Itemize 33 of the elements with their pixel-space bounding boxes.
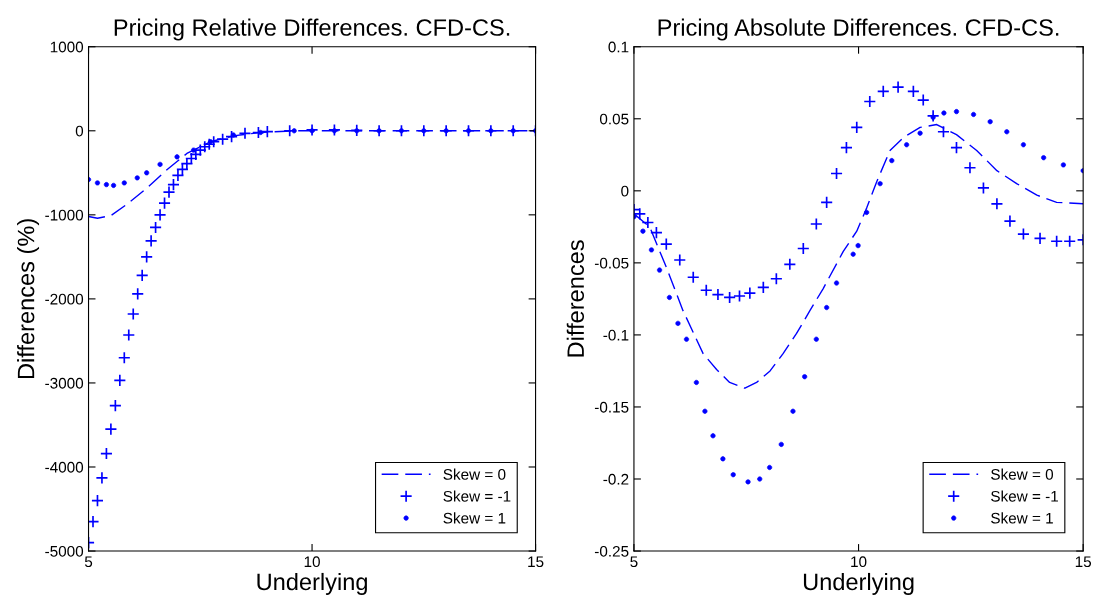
x-tick-label: 5 xyxy=(84,556,93,568)
y-tick-label: -0.2 xyxy=(603,473,629,485)
y-tick-label: -2000 xyxy=(45,293,84,305)
y-tick-label: 0 xyxy=(621,185,629,197)
y-tick-label: -0.25 xyxy=(594,545,629,557)
y-tick-label: 0.05 xyxy=(599,113,629,125)
legend-label: Skew = 1 xyxy=(991,512,1053,524)
legend-label: Skew = 0 xyxy=(443,468,506,480)
y-tick-label: -5000 xyxy=(45,545,84,557)
y-tick-label: -0.15 xyxy=(594,401,629,413)
legend-label: Skew = -1 xyxy=(443,490,511,502)
legend-label: Skew = 0 xyxy=(991,468,1054,480)
y-tick-label: -0.1 xyxy=(603,329,629,341)
y-tick-label: -4000 xyxy=(45,461,84,473)
x-axis-title: Underlying xyxy=(257,572,367,595)
y-tick-label: -1000 xyxy=(45,209,84,221)
y-axis-title: Differences (%) xyxy=(17,219,40,379)
legend-label: Skew = -1 xyxy=(991,490,1058,502)
legend-label: Skew = 1 xyxy=(443,512,506,524)
y-tick-label: -0.05 xyxy=(594,257,629,269)
y-tick-label: 0.1 xyxy=(608,41,629,53)
y-tick-label: 1000 xyxy=(50,41,84,53)
x-tick-label: 15 xyxy=(528,556,544,568)
x-tick-label: 10 xyxy=(851,556,867,568)
x-tick-label: 15 xyxy=(1075,556,1092,568)
x-tick-label: 10 xyxy=(304,556,320,568)
y-tick-label: -3000 xyxy=(45,377,84,389)
chart-title: Pricing Relative Differences. CFD-CS. xyxy=(114,18,510,41)
x-axis-title: Underlying xyxy=(803,572,914,595)
y-axis-title: Differences xyxy=(566,240,585,357)
x-tick-label: 5 xyxy=(630,556,638,568)
y-tick-label: 0 xyxy=(75,125,84,137)
chart-title: Pricing Absolute Differences. CFD-CS. xyxy=(658,18,1059,41)
